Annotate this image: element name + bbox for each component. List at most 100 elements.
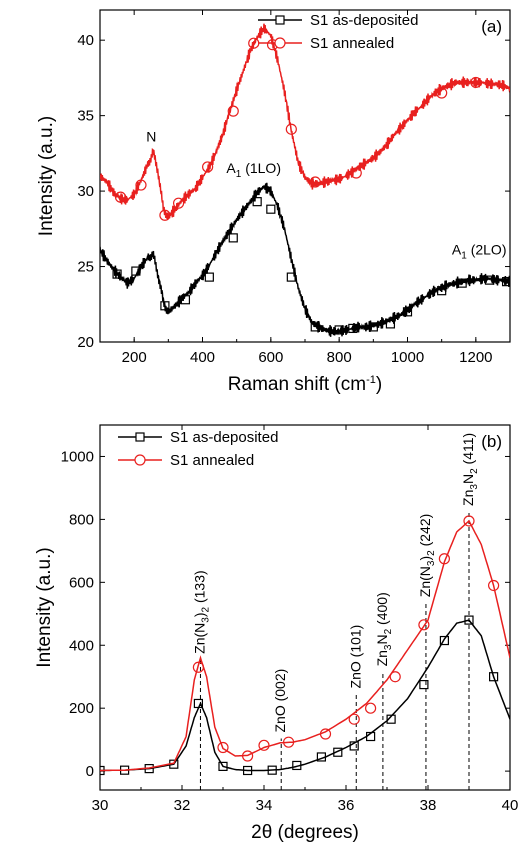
data-point — [464, 615, 474, 625]
data-point — [316, 752, 326, 762]
legend-label: S1 annealed — [170, 452, 254, 469]
plot-frame — [99, 424, 511, 791]
data-point — [285, 123, 297, 135]
data-point — [501, 277, 510, 287]
data-point — [227, 105, 239, 117]
data-point — [172, 197, 185, 209]
data-point — [266, 204, 276, 214]
data-point — [489, 672, 499, 682]
data-point — [283, 736, 295, 748]
data-point — [242, 750, 254, 762]
data-point — [470, 76, 482, 89]
data-point — [319, 728, 332, 740]
data-point — [160, 301, 170, 311]
x-tick-label: 400 — [190, 349, 215, 366]
data-point — [438, 553, 450, 565]
data-point — [349, 741, 359, 751]
series-as-deposited — [100, 182, 510, 337]
legend-label: S1 annealed — [310, 35, 394, 52]
data-point — [267, 765, 277, 775]
x-tick-label: 32 — [174, 797, 191, 814]
y-tick-label: 1000 — [61, 448, 94, 465]
data-point — [386, 714, 396, 724]
data-point — [159, 209, 171, 221]
data-point — [193, 698, 203, 709]
peak-annotation: A1 (1LO) — [226, 160, 281, 180]
data-point — [228, 233, 238, 243]
series-line — [100, 182, 510, 337]
x-tick-label: 1200 — [459, 349, 492, 366]
x-tick-label: 38 — [420, 797, 437, 814]
peak-annotation: Zn3N2 (400) — [374, 592, 394, 666]
data-point — [463, 515, 475, 527]
y-tick-label: 40 — [77, 32, 94, 49]
panel-label: (b) — [481, 432, 502, 451]
y-tick-label: 0 — [86, 763, 94, 780]
data-point — [484, 275, 495, 285]
legend-marker — [275, 15, 285, 25]
data-point — [180, 295, 191, 305]
data-point — [204, 272, 214, 282]
data-point — [217, 741, 229, 754]
data-point — [333, 747, 343, 757]
series-annealed — [100, 23, 510, 221]
x-tick-label: 800 — [327, 349, 352, 366]
peak-annotation: ZnO (002) — [272, 669, 288, 733]
data-point — [437, 286, 447, 296]
series-line — [100, 619, 510, 772]
x-axis-label: 2θ (degrees) — [251, 822, 359, 843]
data-point — [419, 679, 429, 690]
data-point — [243, 765, 253, 776]
peak-annotation: N — [146, 128, 156, 144]
data-point — [218, 761, 228, 772]
data-point — [439, 635, 449, 646]
data-point — [365, 702, 377, 714]
legend-label: S1 as-deposited — [310, 12, 418, 29]
y-axis-label: Intensity (a.u.) — [36, 116, 57, 236]
data-point — [385, 319, 396, 329]
data-point — [402, 307, 413, 317]
data-point — [457, 278, 467, 288]
data-point — [192, 661, 204, 673]
series-line — [100, 23, 510, 220]
data-point — [112, 269, 122, 279]
data-point — [114, 191, 127, 203]
data-point — [348, 713, 360, 725]
legend-marker — [134, 454, 146, 466]
data-point — [135, 179, 147, 191]
data-point — [368, 322, 378, 332]
peak-annotation: ZnO (101) — [347, 625, 363, 689]
series-annealed — [100, 515, 510, 772]
peak-annotation: Zn(N3)2 (242) — [417, 514, 437, 598]
panel-a: 200 400 600 800 1000 1200 20 25 30 35 40 Intensity … — [36, 9, 511, 395]
data-point — [350, 167, 362, 179]
data-point — [258, 739, 270, 751]
data-point — [202, 161, 214, 173]
peak-annotation: A1 (2LO) — [452, 241, 507, 261]
y-tick-label: 25 — [77, 259, 94, 276]
series-as-deposited — [100, 615, 510, 776]
data-point — [418, 619, 430, 631]
data-point — [488, 579, 500, 592]
x-tick-label: 34 — [256, 797, 273, 814]
y-tick-label: 600 — [69, 574, 94, 591]
y-tick-label: 20 — [77, 334, 94, 351]
x-tick-label: 600 — [258, 349, 283, 366]
data-point — [131, 266, 141, 276]
y-axis-label: Intensity (a.u.) — [34, 547, 55, 667]
data-point — [309, 176, 321, 188]
y-tick-label: 30 — [77, 183, 94, 200]
data-point — [292, 760, 302, 771]
y-tick-label: 200 — [69, 700, 94, 717]
panel-label: (a) — [481, 17, 502, 36]
data-point — [286, 272, 296, 282]
data-point — [389, 671, 401, 683]
y-tick-label: 400 — [69, 637, 94, 654]
legend-label: S1 as-deposited — [170, 429, 278, 446]
y-tick-label: 35 — [77, 108, 94, 125]
data-point — [310, 322, 320, 332]
data-point — [348, 323, 358, 334]
legend-marker — [274, 37, 286, 49]
